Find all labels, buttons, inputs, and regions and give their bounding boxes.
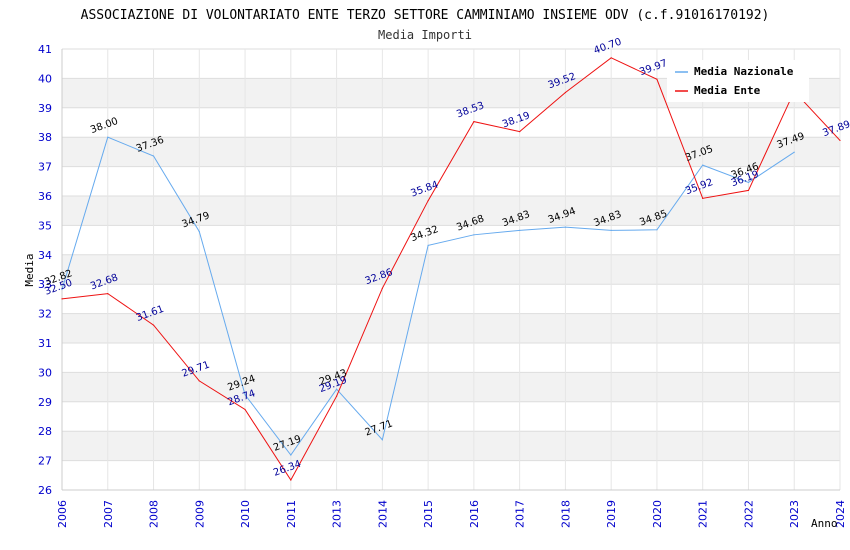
data-point [702, 197, 704, 199]
data-point [244, 394, 246, 396]
data-point [61, 288, 63, 291]
x-tick-label: 2017 [514, 500, 527, 528]
x-axis-label: Anno [811, 517, 838, 530]
y-tick-label: 26 [38, 484, 52, 497]
data-point [747, 189, 750, 192]
x-tick-label: 2009 [193, 500, 206, 528]
data-point [702, 164, 704, 166]
y-tick-label: 34 [38, 249, 52, 262]
data-point [381, 287, 383, 289]
chart-title: ASSOCIAZIONE DI VOLONTARIATO ENTE TERZO … [81, 8, 770, 23]
grid-lines [61, 48, 841, 491]
y-tick-label: 37 [38, 161, 52, 174]
data-point [335, 395, 338, 397]
x-tick-label: 2020 [651, 500, 664, 528]
y-tick-label: 36 [38, 190, 52, 203]
data-point [747, 181, 750, 184]
data-point [610, 57, 612, 59]
x-tick-label: 2021 [697, 500, 710, 528]
axes [61, 49, 840, 491]
data-point [152, 324, 155, 326]
y-tick-label: 35 [38, 219, 52, 232]
x-tick-label: 2010 [239, 500, 252, 528]
grid-band [62, 254, 840, 285]
x-tick-label: 2015 [422, 500, 435, 528]
data-point [564, 226, 567, 228]
x-tick-label: 2008 [148, 500, 161, 528]
y-tick-label: 28 [38, 425, 52, 438]
data-label: 26.34 [272, 459, 303, 479]
x-tick-label: 2022 [742, 500, 755, 528]
data-point [198, 380, 200, 382]
data-label: 38.19 [501, 110, 532, 130]
series-group [61, 57, 841, 481]
y-tick-label: 29 [38, 396, 52, 409]
data-point [564, 91, 567, 94]
y-tick-label: 38 [38, 131, 52, 144]
y-tick-label: 39 [38, 102, 52, 115]
x-tick-label: 2019 [605, 500, 618, 528]
legend: Media Nazionale Media Ente [667, 60, 809, 102]
x-tick-label: 2006 [56, 500, 69, 528]
grid-bands [62, 78, 840, 461]
x-ticks: 2006 2007 2008 2009 2010 2011 2013 2014 2015 2016… [56, 500, 847, 528]
legend-box [667, 60, 809, 102]
data-point [290, 479, 292, 481]
x-tick-label: 2016 [468, 500, 481, 528]
data-point [290, 454, 292, 456]
grid-band [62, 313, 840, 343]
data-point [519, 229, 521, 231]
data-point [107, 136, 109, 138]
legend-label-nazionale: Media Nazionale [694, 65, 794, 78]
y-tick-label: 33 [38, 278, 52, 291]
data-point [793, 151, 795, 153]
x-tick-label: 2007 [102, 500, 115, 528]
grid-band [62, 372, 840, 402]
x-tick-label: 2014 [376, 500, 389, 528]
grid-band [62, 196, 840, 226]
y-tick-label: 27 [38, 455, 52, 468]
grid-band [62, 431, 840, 461]
y-tick-label: 40 [38, 72, 52, 85]
x-tick-label: 2018 [559, 500, 572, 528]
data-point [381, 439, 383, 441]
data-point [198, 230, 200, 233]
chart-subtitle: Media Importi [378, 28, 472, 42]
x-tick-label: 2024 [834, 500, 847, 528]
y-axis-label: Media [23, 253, 36, 286]
data-point [839, 139, 841, 142]
data-point [61, 298, 63, 300]
data-point [610, 229, 612, 231]
data-point [473, 121, 475, 123]
data-point [519, 131, 521, 133]
data-point [244, 408, 246, 411]
data-point [107, 293, 109, 295]
y-tick-label: 30 [38, 366, 52, 379]
y-tick-label: 32 [38, 308, 52, 321]
y-tick-label: 41 [38, 43, 52, 56]
data-point [656, 78, 658, 80]
data-label: 35.92 [684, 177, 715, 197]
x-tick-label: 2013 [331, 500, 344, 528]
data-point [335, 388, 338, 390]
x-tick-label: 2023 [788, 500, 801, 528]
data-point [427, 200, 429, 202]
y-tick-label: 31 [38, 337, 52, 350]
grid-band [62, 137, 840, 167]
data-point [473, 234, 475, 236]
data-point [656, 229, 658, 231]
data-point [427, 244, 429, 246]
data-label: 38.00 [89, 116, 120, 136]
series-line-ente [61, 57, 841, 481]
data-label: 40.70 [592, 37, 623, 57]
data-point [152, 155, 155, 157]
legend-label-ente: Media Ente [694, 84, 761, 97]
x-tick-label: 2011 [285, 500, 298, 528]
y-ticks: 26 27 28 29 30 31 32 33 34 35 36 37 38 39 40 41 [38, 43, 52, 497]
data-label: 39.97 [638, 58, 669, 78]
